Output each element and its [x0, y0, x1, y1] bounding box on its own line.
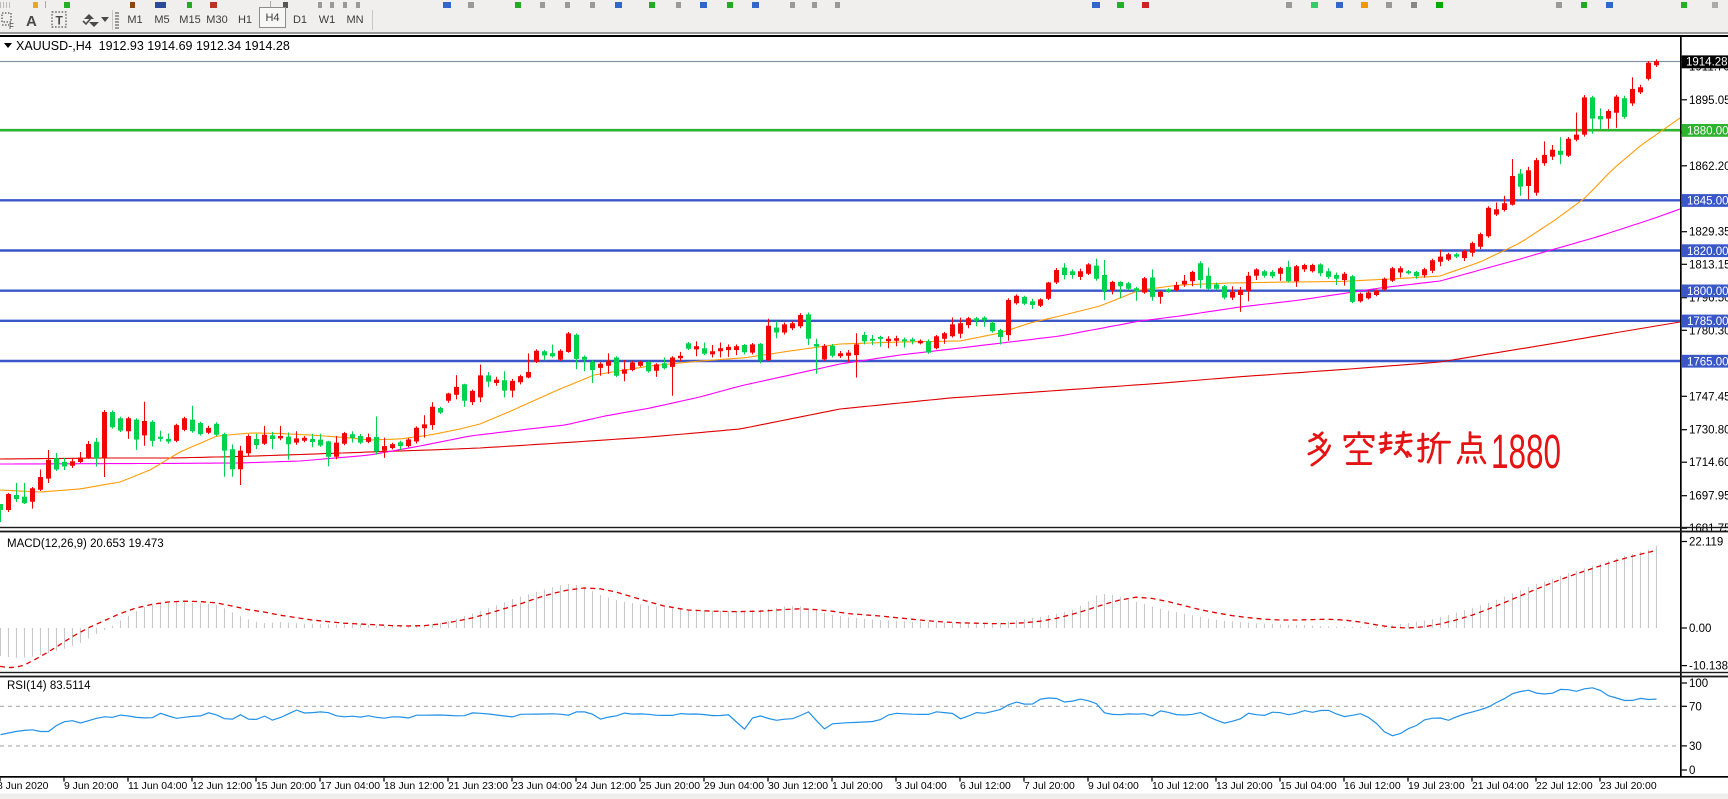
svg-text:MACD(12,26,9) 20.653 19.473: MACD(12,26,9) 20.653 19.473: [7, 538, 164, 550]
svg-text:1681.75: 1681.75: [1689, 523, 1728, 535]
svg-text:24 Jun 12:00: 24 Jun 12:00: [576, 781, 636, 792]
svg-text:23 Jul 20:00: 23 Jul 20:00: [1600, 781, 1657, 792]
svg-text:12 Jun 12:00: 12 Jun 12:00: [192, 781, 252, 792]
svg-text:1765.00: 1765.00: [1687, 356, 1728, 368]
svg-text:22 Jul 12:00: 22 Jul 12:00: [1536, 781, 1593, 792]
svg-text:0.00: 0.00: [1689, 623, 1711, 635]
svg-text:1845.00: 1845.00: [1687, 196, 1728, 208]
svg-text:17 Jun 04:00: 17 Jun 04:00: [320, 781, 380, 792]
svg-text:70: 70: [1689, 701, 1702, 713]
svg-text:13 Jul 20:00: 13 Jul 20:00: [1216, 781, 1273, 792]
svg-text:F: F: [9, 22, 14, 31]
svg-text:T: T: [56, 14, 64, 28]
svg-text:9 Jul 04:00: 9 Jul 04:00: [1088, 781, 1139, 792]
svg-text:1829.35: 1829.35: [1689, 227, 1728, 239]
svg-text:0: 0: [1689, 765, 1695, 777]
svg-text:21 Jun 23:00: 21 Jun 23:00: [448, 781, 508, 792]
svg-text:19 Jul 23:00: 19 Jul 23:00: [1408, 781, 1465, 792]
svg-text:10 Jul 12:00: 10 Jul 12:00: [1152, 781, 1209, 792]
svg-text:A: A: [26, 13, 37, 30]
svg-text:18 Jun 12:00: 18 Jun 12:00: [384, 781, 444, 792]
svg-text:6 Jul 12:00: 6 Jul 12:00: [960, 781, 1011, 792]
svg-text:-10.138: -10.138: [1689, 661, 1728, 673]
svg-text:1 Jul 20:00: 1 Jul 20:00: [832, 781, 883, 792]
svg-text:15 Jun 20:00: 15 Jun 20:00: [256, 781, 316, 792]
svg-text:9 Jun 20:00: 9 Jun 20:00: [64, 781, 119, 792]
svg-text:29 Jun 04:00: 29 Jun 04:00: [704, 781, 764, 792]
svg-text:11 Jun 04:00: 11 Jun 04:00: [128, 781, 188, 792]
svg-text:1730.80: 1730.80: [1689, 425, 1728, 437]
svg-text:1820.00: 1820.00: [1687, 246, 1728, 258]
svg-text:100: 100: [1689, 678, 1708, 690]
svg-text:1880: 1880: [1491, 425, 1561, 479]
svg-text:1800.00: 1800.00: [1687, 286, 1728, 298]
svg-text:1914.28: 1914.28: [1686, 57, 1728, 69]
svg-text:1813.15: 1813.15: [1689, 259, 1728, 271]
svg-text:25 Jun 20:00: 25 Jun 20:00: [640, 781, 700, 792]
svg-text:XAUUSD-,H4 1912.93 1914.69 19: XAUUSD-,H4 1912.93 1914.69 1912.34 1914.…: [16, 39, 290, 53]
svg-text:1862.20: 1862.20: [1689, 161, 1728, 173]
svg-text:1697.95: 1697.95: [1689, 491, 1728, 503]
svg-text:15 Jul 04:00: 15 Jul 04:00: [1280, 781, 1337, 792]
svg-text:1747.45: 1747.45: [1689, 391, 1728, 403]
svg-text:30: 30: [1689, 741, 1702, 753]
svg-text:1714.60: 1714.60: [1689, 457, 1728, 469]
svg-text:1895.05: 1895.05: [1689, 95, 1728, 107]
svg-text:1785.00: 1785.00: [1687, 316, 1728, 328]
svg-text:30 Jun 12:00: 30 Jun 12:00: [768, 781, 828, 792]
svg-text:3 Jul 04:00: 3 Jul 04:00: [896, 781, 947, 792]
svg-text:RSI(14) 83.5114: RSI(14) 83.5114: [7, 680, 91, 692]
svg-text:1780.30: 1780.30: [1689, 325, 1728, 337]
svg-text:1880.00: 1880.00: [1687, 126, 1728, 138]
svg-text:23 Jun 04:00: 23 Jun 04:00: [512, 781, 572, 792]
svg-text:7 Jul 20:00: 7 Jul 20:00: [1024, 781, 1075, 792]
svg-text:16 Jul 12:00: 16 Jul 12:00: [1344, 781, 1401, 792]
svg-text:8 Jun 2020: 8 Jun 2020: [0, 781, 49, 792]
svg-text:21 Jul 04:00: 21 Jul 04:00: [1472, 781, 1529, 792]
svg-text:22.119: 22.119: [1689, 537, 1723, 549]
